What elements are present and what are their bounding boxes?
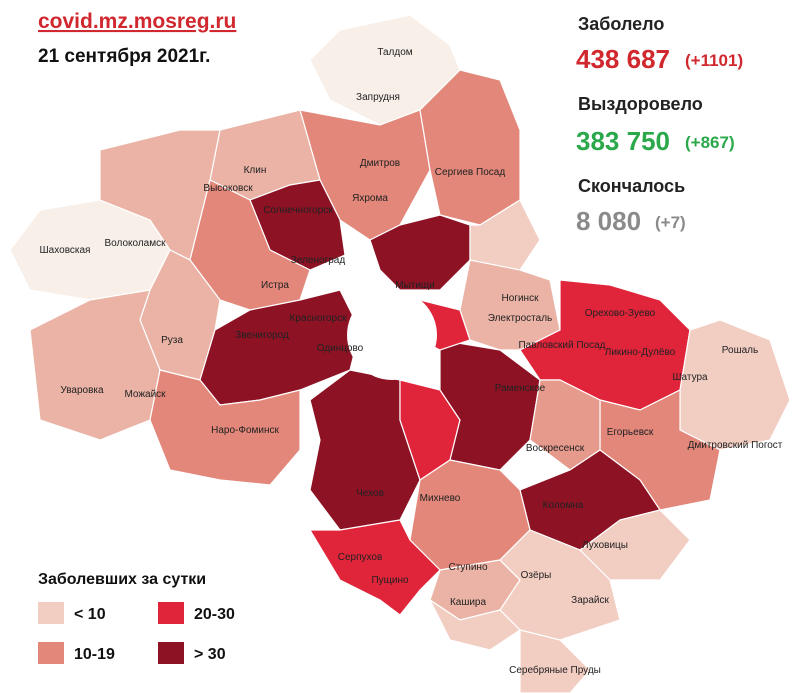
- town-label: Можайск: [124, 389, 166, 400]
- legend-swatch: [158, 602, 184, 624]
- stat-change: (+1101): [685, 51, 743, 70]
- legend-label: 10-19: [74, 646, 115, 663]
- town-label: Запрудня: [356, 92, 400, 103]
- town-label: Красногорск: [290, 313, 348, 324]
- region: [459, 259, 561, 351]
- town-label: Рошаль: [722, 345, 758, 356]
- stat-label: Заболело: [578, 14, 664, 34]
- town-label: Луховицы: [582, 540, 628, 551]
- town-label: Клин: [244, 165, 267, 176]
- town-label: Зеленоград: [291, 255, 346, 266]
- legend-label: 20-30: [194, 606, 235, 623]
- stat-change: (+867): [685, 133, 735, 152]
- region: [679, 319, 791, 451]
- source-link[interactable]: covid.mz.mosreg.ru: [38, 10, 236, 33]
- town-label: Уваровка: [60, 385, 104, 396]
- date: 21 сентября 2021г.: [38, 46, 210, 67]
- legend-label: < 10: [74, 606, 106, 623]
- region: [428, 598, 521, 651]
- town-label: Талдом: [377, 47, 412, 58]
- town-label: Руза: [161, 335, 183, 346]
- stat-label: Скончалось: [578, 176, 685, 196]
- stat-total: 438 687: [576, 44, 670, 74]
- town-label: Дмитровский Погост: [688, 440, 783, 451]
- town-label: Дмитров: [360, 158, 400, 169]
- stat-label: Выздоровело: [578, 94, 703, 114]
- town-label: Егорьевск: [607, 427, 654, 438]
- town-label: Ногинск: [502, 293, 540, 304]
- town-label: Кашира: [450, 597, 487, 608]
- region: [189, 179, 311, 311]
- region: [519, 629, 591, 693]
- region: [149, 369, 301, 486]
- town-label: Одинцово: [317, 343, 364, 354]
- town-label: Павловский Посад: [518, 340, 605, 351]
- stat-total: 8 080: [576, 206, 641, 236]
- legend-swatch: [38, 642, 64, 664]
- town-label: Наро-Фоминск: [211, 425, 279, 436]
- town-label: Яхрома: [352, 193, 388, 204]
- region: [308, 519, 441, 616]
- legend-swatch: [38, 602, 64, 624]
- town-label: Электросталь: [488, 313, 553, 324]
- moscow: [347, 290, 437, 380]
- legend: Заболевших за сутки < 10 10-19 20-30 > 3…: [38, 571, 235, 664]
- header: covid.mz.mosreg.ru 21 сентября 2021г.: [38, 10, 236, 67]
- town-label: Шатура: [672, 372, 708, 383]
- town-label: Сергиев Посад: [435, 167, 506, 178]
- town-label: Высоковск: [203, 183, 253, 194]
- town-label: Мытищи: [395, 280, 435, 291]
- town-label: Озёры: [521, 570, 552, 581]
- town-label: Орехово-Зуево: [585, 308, 656, 319]
- town-label: Волоколамск: [105, 238, 167, 249]
- stat-total: 383 750: [576, 126, 670, 156]
- region: [29, 289, 161, 441]
- town-label: Зарайск: [571, 595, 609, 606]
- legend-label: > 30: [194, 646, 226, 663]
- legend-swatch: [158, 642, 184, 664]
- town-label: Пущино: [371, 575, 409, 586]
- town-label: Серебряные Пруды: [509, 664, 601, 676]
- stats: Заболело 438 687 (+1101) Выздоровело 383…: [576, 14, 743, 236]
- town-label: Чехов: [356, 488, 384, 499]
- stat-change: (+7): [655, 213, 686, 232]
- town-label: Раменское: [495, 383, 546, 394]
- town-label: Солнечногорск: [263, 205, 333, 216]
- town-label: Коломна: [543, 500, 584, 511]
- town-label: Ступино: [449, 562, 488, 573]
- town-labels: Талдом Запрудня Дмитров Сергиев Посад Ях…: [40, 47, 783, 676]
- town-label: Шаховская: [40, 245, 91, 256]
- town-label: Истра: [261, 280, 289, 291]
- town-label: Звенигород: [235, 330, 289, 341]
- town-label: Серпухов: [338, 552, 383, 563]
- legend-title: Заболевших за сутки: [38, 571, 206, 588]
- town-label: Ликино-Дулёво: [605, 347, 676, 358]
- town-label: Воскресенск: [526, 443, 585, 454]
- regions: [9, 14, 791, 693]
- town-label: Михнево: [420, 493, 461, 504]
